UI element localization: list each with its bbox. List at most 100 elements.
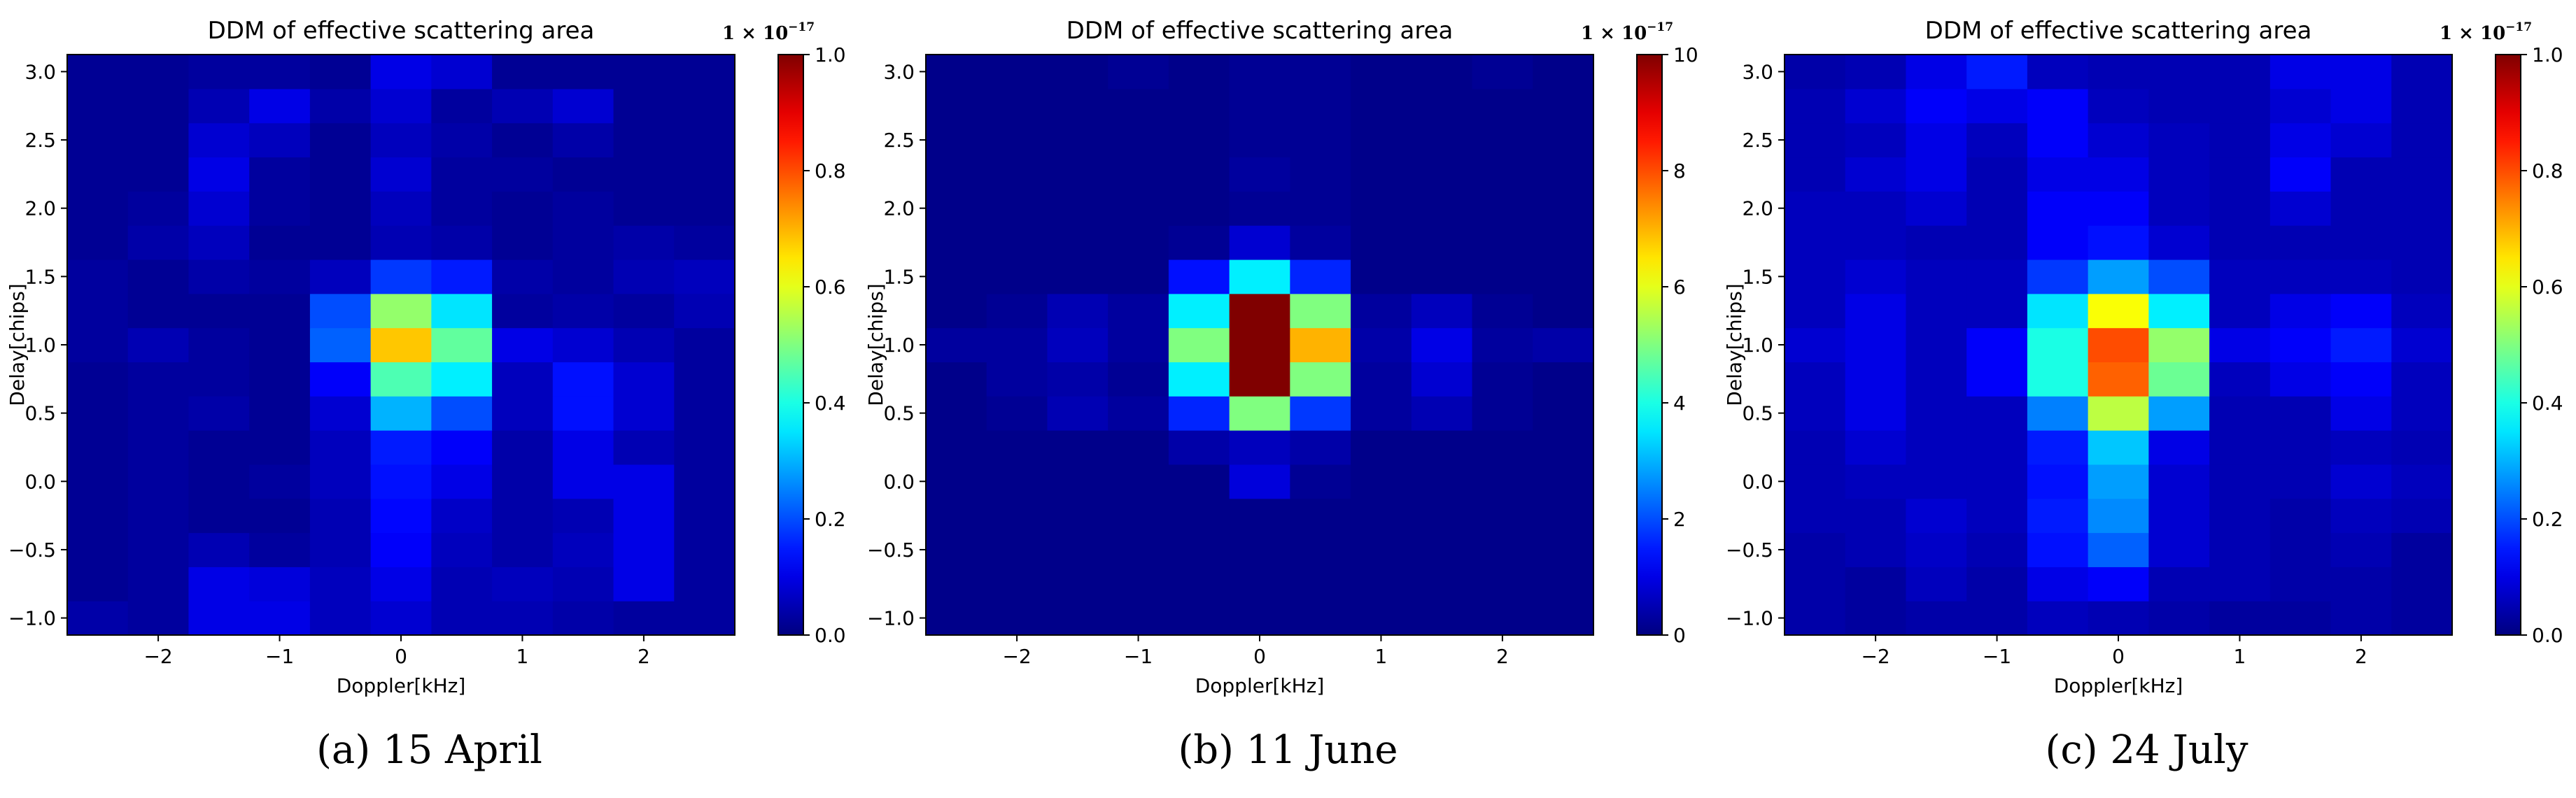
heatmap-cell <box>1108 259 1169 294</box>
heatmap-cell <box>492 327 554 363</box>
heatmap-cell <box>431 601 493 636</box>
heatmap-cell <box>1229 122 1290 158</box>
heatmap-cell <box>1229 362 1290 397</box>
heatmap-cell <box>1290 259 1351 294</box>
heatmap-cell <box>188 55 250 90</box>
heatmap-cell <box>2148 225 2210 260</box>
heatmap-cell <box>309 567 372 601</box>
heatmap-cell <box>2148 327 2210 363</box>
heatmap-cell <box>2330 157 2392 192</box>
heatmap-cell <box>249 498 311 534</box>
heatmap-cell <box>674 293 736 329</box>
heatmap-cell <box>674 55 736 90</box>
heatmap-cell <box>1290 567 1351 601</box>
colorbar-tick-label: 10 <box>1673 43 1698 66</box>
heatmap-cell <box>2391 532 2453 567</box>
heatmap-cell <box>2269 532 2332 567</box>
heatmap-cell <box>674 396 736 431</box>
heatmap-cell <box>1351 327 1412 363</box>
heatmap-cell <box>1168 601 1230 636</box>
heatmap-cell <box>2330 498 2392 534</box>
heatmap-cell <box>1472 601 1533 636</box>
heatmap-cell <box>2391 498 2453 534</box>
heatmap-cell <box>67 225 129 260</box>
heatmap-cell <box>986 430 1048 465</box>
y-tick-label: 3.0 <box>24 60 56 83</box>
heatmap-cell <box>188 498 250 534</box>
heatmap-cell <box>986 88 1048 124</box>
heatmap-cell <box>1351 55 1412 90</box>
heatmap-cell <box>67 601 129 636</box>
y-tick-label: 0.5 <box>24 402 56 425</box>
heatmap-cell <box>2088 259 2149 294</box>
y-tick-label: −0.5 <box>867 539 915 562</box>
heatmap-cell <box>370 88 432 124</box>
y-tick-label: 3.0 <box>1742 60 1773 83</box>
heatmap-cell <box>2088 498 2149 534</box>
heatmap-cell <box>188 430 250 465</box>
heatmap-cell <box>552 191 614 226</box>
heatmap-cell <box>2148 88 2210 124</box>
heatmap-cell <box>1906 532 1967 567</box>
heatmap-cell <box>1168 396 1230 431</box>
heatmap-cell <box>1351 225 1412 260</box>
heatmap-cell <box>1108 327 1169 363</box>
heatmap-cell <box>2209 601 2271 636</box>
heatmap-cell <box>2330 567 2392 601</box>
heatmap-cell <box>2027 122 2089 158</box>
heatmap-cell <box>2391 293 2453 329</box>
heatmap-cell <box>1411 567 1473 601</box>
heatmap-cell <box>1845 498 1907 534</box>
heatmap-cell <box>1845 88 1907 124</box>
heatmap-cell <box>1533 396 1594 431</box>
heatmap-cell <box>1966 259 2028 294</box>
colorbar-tick-label: 1.0 <box>2532 43 2563 66</box>
y-tick-label: 0.0 <box>883 470 915 493</box>
colorbar-tick-label: 0 <box>1673 624 1686 647</box>
heatmap-cell <box>986 464 1048 499</box>
y-tick-label: −0.5 <box>8 539 56 562</box>
heatmap-cell <box>2269 601 2332 636</box>
heatmap-cell <box>1229 88 1290 124</box>
heatmap-cell <box>431 430 493 465</box>
heatmap-cell <box>1108 498 1169 534</box>
x-tick-label: −1 <box>265 645 294 668</box>
heatmap-cell <box>1411 430 1473 465</box>
x-tick-label: 0 <box>2112 645 2125 668</box>
heatmap-cell <box>2088 396 2149 431</box>
heatmap-cell <box>249 396 311 431</box>
y-tick-label: 0.0 <box>1742 470 1773 493</box>
heatmap-cell <box>2209 532 2271 567</box>
heatmap-cell <box>1290 191 1351 226</box>
heatmap-cell <box>1845 532 1907 567</box>
y-tick-label: 0.0 <box>24 470 56 493</box>
heatmap-cell <box>2209 567 2271 601</box>
heatmap-cell <box>2088 191 2149 226</box>
heatmap-cell <box>1533 498 1594 534</box>
heatmap-cell <box>986 327 1048 363</box>
heatmap-cell <box>2027 259 2089 294</box>
heatmap-cell <box>1351 88 1412 124</box>
heatmap-cell <box>2027 430 2089 465</box>
caption-a: (a) 15 April <box>316 727 542 773</box>
heatmap-cell <box>1229 191 1290 226</box>
heatmap-cell <box>67 88 129 124</box>
heatmap-cell <box>1472 259 1533 294</box>
heatmap-cell <box>2209 293 2271 329</box>
heatmap-cell <box>1785 532 1846 567</box>
heatmap-cell <box>1966 362 2028 397</box>
heatmap-cell <box>1472 327 1533 363</box>
heatmap-cell <box>1472 157 1533 192</box>
heatmap-cell <box>926 532 987 567</box>
heatmap-cell <box>1351 430 1412 465</box>
heatmap-cell <box>127 396 190 431</box>
heatmap-cell <box>1966 88 2028 124</box>
heatmap-cell <box>552 55 614 90</box>
heatmap-cell <box>1168 327 1230 363</box>
heatmap-cell <box>1966 601 2028 636</box>
heatmap-cell <box>1168 55 1230 90</box>
heatmap-cell <box>492 225 554 260</box>
heatmap-cell <box>2330 430 2392 465</box>
heatmap-cell <box>2209 464 2271 499</box>
heatmap-cell <box>309 396 372 431</box>
